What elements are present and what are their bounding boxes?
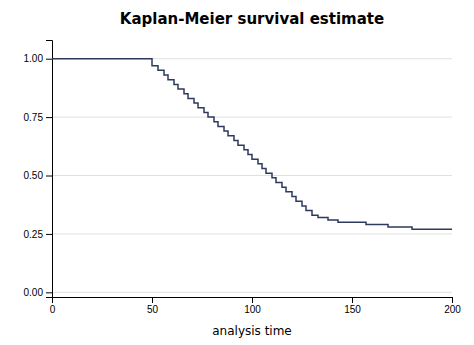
y-tick-label: 0.25 — [24, 229, 44, 240]
x-tick: 200 — [444, 297, 461, 315]
y-tick-label: 0.50 — [24, 170, 44, 181]
x-tick-mark — [152, 297, 153, 303]
grid — [52, 59, 452, 293]
grid-line — [52, 292, 452, 293]
x-tick-mark — [352, 297, 353, 303]
y-tick-mark — [46, 176, 52, 177]
x-tick: 150 — [344, 297, 361, 315]
grid-line — [52, 117, 452, 118]
title: Kaplan-Meier survival estimate — [120, 10, 384, 28]
y-tick-mark — [46, 117, 52, 118]
x-tick-label: 50 — [147, 304, 159, 315]
x-tick-label: 150 — [344, 304, 361, 315]
x-axis-label: analysis time — [212, 324, 292, 338]
x-tick-mark — [252, 297, 253, 303]
y-tick: 0.00 — [24, 287, 52, 298]
marks — [52, 59, 452, 230]
y-axis: 0.00 0.25 0.50 0.75 1.00 — [24, 41, 53, 299]
x-tick-label: 100 — [244, 304, 261, 315]
y-tick-label: 1.00 — [24, 53, 44, 64]
y-tick-label: 0.75 — [24, 112, 44, 123]
y-tick: 0.75 — [24, 112, 52, 123]
y-tick-mark — [46, 292, 52, 293]
x-tick: 100 — [244, 297, 261, 315]
grid-line — [52, 175, 452, 176]
plot-area: 0 50 100 150 200 0.00 0.25 0.50 0.75 1.00 — [24, 41, 462, 316]
y-tick: 0.50 — [24, 170, 52, 181]
survival-line — [52, 59, 452, 230]
x-tick-label: 0 — [50, 304, 56, 315]
x-axis: 0 50 100 150 200 — [50, 297, 462, 315]
y-tick-mark — [46, 59, 52, 60]
chart: 0 50 100 150 200 0.00 0.25 0.50 0.75 1.00 Kaplan-M… — [0, 0, 474, 345]
y-tick: 1.00 — [24, 53, 52, 64]
grid-line — [52, 233, 452, 234]
x-tick-mark — [452, 297, 453, 303]
y-tick-label: 0.00 — [24, 287, 44, 298]
y-tick: 0.25 — [24, 229, 52, 240]
x-tick-label: 200 — [444, 304, 461, 315]
x-tick: 50 — [147, 297, 159, 315]
y-tick-mark — [46, 234, 52, 235]
x-axis-line — [53, 298, 453, 304]
x-tick: 0 — [50, 297, 56, 315]
y-axis-line — [46, 41, 53, 298]
